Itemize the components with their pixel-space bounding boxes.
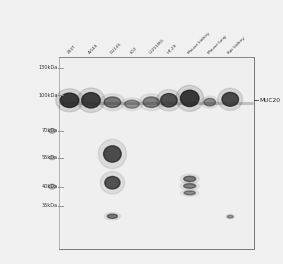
Ellipse shape [181, 190, 199, 196]
Ellipse shape [161, 93, 177, 107]
Ellipse shape [184, 176, 196, 182]
Text: Mouse kidney: Mouse kidney [187, 31, 211, 55]
Text: DU145: DU145 [110, 41, 123, 55]
Ellipse shape [49, 156, 55, 160]
Ellipse shape [105, 177, 120, 189]
FancyBboxPatch shape [59, 57, 254, 249]
Text: Mouse lung: Mouse lung [207, 34, 227, 55]
Ellipse shape [204, 98, 216, 106]
Ellipse shape [104, 97, 121, 107]
Ellipse shape [181, 90, 199, 106]
Ellipse shape [156, 89, 181, 111]
Ellipse shape [60, 93, 79, 107]
Ellipse shape [107, 214, 117, 218]
Ellipse shape [100, 94, 125, 111]
Text: A-549: A-549 [88, 43, 100, 55]
Text: 100kDa: 100kDa [38, 93, 57, 98]
Text: 35kDa: 35kDa [42, 203, 57, 208]
Ellipse shape [180, 182, 200, 190]
Text: 70kDa: 70kDa [41, 129, 57, 134]
Ellipse shape [218, 88, 243, 110]
Text: 40kDa: 40kDa [41, 184, 57, 189]
Text: U-251MG: U-251MG [149, 38, 165, 55]
Ellipse shape [100, 172, 125, 194]
Ellipse shape [121, 98, 143, 111]
Ellipse shape [104, 146, 121, 162]
Ellipse shape [222, 92, 239, 106]
Ellipse shape [48, 184, 56, 189]
Ellipse shape [184, 191, 195, 195]
Ellipse shape [77, 88, 105, 112]
Text: 293T: 293T [67, 44, 77, 55]
Ellipse shape [176, 85, 203, 111]
Text: 55kDa: 55kDa [42, 155, 57, 160]
Ellipse shape [125, 100, 139, 108]
Ellipse shape [227, 215, 233, 218]
FancyBboxPatch shape [59, 57, 254, 249]
Text: 130kDa: 130kDa [38, 65, 57, 70]
Ellipse shape [180, 174, 200, 184]
Ellipse shape [49, 129, 55, 133]
Ellipse shape [98, 139, 127, 169]
Text: Rat kidney: Rat kidney [228, 36, 246, 55]
Ellipse shape [184, 184, 196, 188]
Ellipse shape [82, 93, 100, 108]
Ellipse shape [104, 213, 121, 220]
Ellipse shape [139, 94, 164, 111]
Text: HT-29: HT-29 [166, 43, 177, 55]
Ellipse shape [201, 96, 218, 108]
Text: LO2: LO2 [129, 46, 138, 55]
Text: MUC20: MUC20 [259, 98, 280, 103]
Ellipse shape [56, 89, 83, 112]
Ellipse shape [143, 97, 160, 107]
